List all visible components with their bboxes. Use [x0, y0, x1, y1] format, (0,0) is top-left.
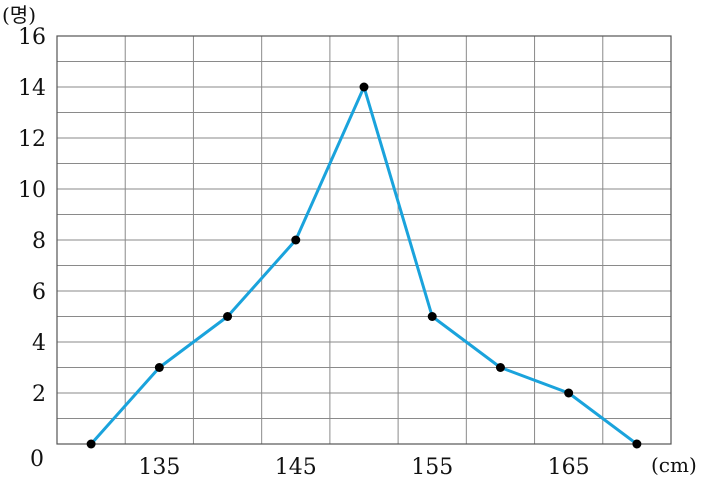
y-tick-label: 14 [18, 76, 46, 101]
y-axis-ticks: 0 2 4 6 8 10 12 14 16 [18, 25, 46, 472]
data-point [86, 439, 96, 449]
y-tick-label: 6 [32, 280, 46, 305]
y-tick-label: 4 [32, 331, 46, 356]
x-tick-label: 155 [411, 455, 453, 480]
y-tick-label: 8 [32, 229, 46, 254]
data-point [564, 388, 574, 398]
data-point [359, 82, 369, 92]
y-tick-label: 12 [18, 127, 46, 152]
x-axis-ticks: 135 145 155 165 [138, 455, 589, 480]
x-tick-label: 145 [275, 455, 317, 480]
data-point [495, 363, 505, 372]
data-point [291, 235, 301, 245]
chart-grid [57, 35, 671, 444]
y-tick-label: 2 [32, 382, 46, 407]
x-tick-label: 165 [548, 455, 590, 480]
data-point [223, 312, 233, 321]
plot-frame [56, 35, 672, 445]
data-point [427, 312, 437, 321]
x-tick-label: 135 [138, 455, 180, 480]
y-tick-label: 16 [18, 25, 46, 50]
x-axis-unit-label: (cm) [651, 453, 697, 477]
y-tick-label: 10 [18, 178, 46, 203]
data-point [632, 439, 642, 449]
y-axis-unit-label: (명) [2, 3, 36, 27]
y-tick-label: 0 [30, 447, 44, 472]
data-point [154, 363, 164, 372]
chart-series [86, 82, 642, 449]
